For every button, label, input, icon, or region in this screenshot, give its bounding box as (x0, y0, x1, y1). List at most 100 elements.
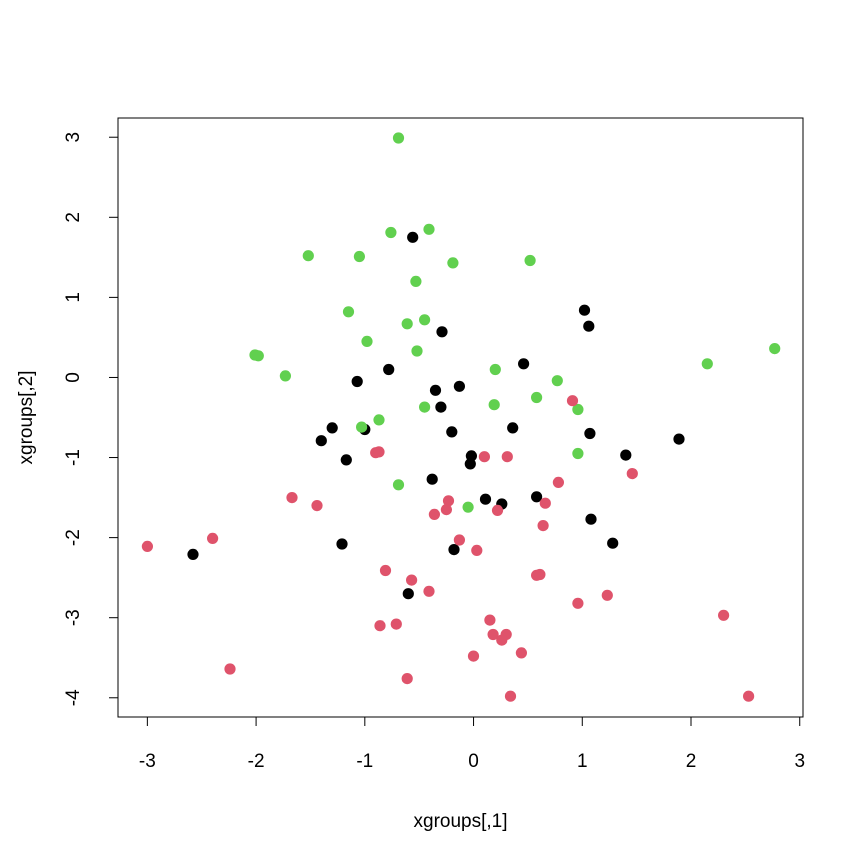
data-point-s2-1 (626, 468, 638, 480)
data-point-s1-11 (361, 335, 373, 347)
data-point-s2-37 (504, 690, 517, 702)
data-point-s2-8 (311, 500, 323, 512)
data-point-s0-25 (585, 513, 597, 525)
y-axis-title: xgroups[,2] (16, 371, 37, 465)
data-point-s1-17 (769, 343, 781, 355)
data-point-s2-9 (442, 495, 455, 507)
data-point-s2-38 (743, 690, 755, 702)
data-point-s2-22 (534, 568, 546, 581)
data-point-s1-27 (392, 479, 405, 491)
data-point-s0-13 (315, 435, 327, 447)
data-point-s1-16 (701, 358, 713, 370)
y-tick-label: -3 (63, 609, 84, 626)
data-point-s0-4 (518, 358, 530, 370)
data-point-s2-20 (406, 574, 418, 586)
y-tick-label: 2 (63, 212, 84, 223)
data-point-s1-0 (392, 132, 405, 144)
data-point-s2-24 (601, 589, 613, 601)
x-tick-label: 2 (686, 751, 697, 772)
data-point-s1-23 (419, 401, 431, 413)
y-tick-label: 1 (63, 292, 84, 303)
data-point-s1-6 (524, 254, 536, 267)
data-point-s0-27 (336, 538, 348, 550)
data-point-s1-28 (462, 501, 474, 513)
data-point-s1-3 (302, 250, 314, 262)
data-point-s2-26 (718, 609, 730, 621)
data-point-s0-9 (435, 401, 447, 413)
data-point-s1-5 (447, 257, 459, 269)
data-point-s1-8 (342, 306, 355, 318)
y-tick-label: 0 (63, 372, 84, 383)
data-point-s2-12 (491, 504, 504, 516)
data-points (141, 132, 781, 702)
data-point-s1-26 (572, 447, 584, 460)
data-point-s0-28 (448, 544, 460, 556)
data-point-s2-29 (390, 618, 402, 630)
data-point-s0-26 (607, 537, 619, 549)
data-point-s2-18 (141, 540, 153, 553)
data-point-s1-19 (551, 375, 563, 387)
data-point-s2-15 (207, 532, 219, 545)
data-point-s1-15 (279, 370, 291, 382)
data-point-s2-3 (373, 446, 385, 458)
data-point-s2-13 (539, 497, 551, 509)
data-point-s0-21 (426, 473, 438, 485)
data-point-s0-19 (464, 458, 476, 470)
data-point-s2-7 (286, 492, 298, 504)
data-point-s2-34 (467, 650, 480, 662)
data-point-s1-4 (353, 250, 365, 263)
data-point-s1-24 (373, 414, 385, 426)
data-point-s0-29 (187, 548, 199, 561)
data-point-s1-12 (411, 345, 423, 357)
data-point-s1-1 (423, 223, 435, 235)
data-point-s2-11 (428, 508, 440, 520)
data-point-s2-5 (501, 451, 513, 463)
data-point-s0-24 (531, 491, 543, 503)
data-point-s1-10 (401, 318, 413, 330)
data-point-s0-6 (351, 375, 363, 388)
y-tick-label: -1 (63, 449, 84, 466)
x-tick-label: 1 (577, 751, 588, 772)
y-tick-label: -2 (63, 529, 84, 546)
data-point-s2-36 (401, 673, 413, 685)
data-point-s2-32 (496, 634, 508, 646)
data-point-s1-21 (488, 399, 500, 411)
data-point-s0-2 (583, 320, 595, 332)
data-point-s1-14 (252, 350, 264, 362)
data-point-s0-10 (507, 422, 519, 434)
data-point-s1-7 (410, 275, 422, 287)
data-point-s2-17 (471, 544, 483, 557)
data-point-s2-0 (566, 395, 579, 407)
data-point-s0-11 (446, 426, 458, 438)
x-axis: -3 -2 -1 0 1 2 3 (139, 716, 805, 772)
x-tick-label: -3 (139, 751, 156, 772)
x-tick-label: -2 (248, 751, 265, 772)
data-point-s1-22 (572, 403, 584, 416)
data-point-s2-30 (487, 628, 499, 641)
x-tick-label: 0 (468, 751, 479, 772)
data-point-s1-2 (385, 226, 397, 239)
data-point-s0-22 (479, 493, 492, 505)
y-tick-label: -4 (63, 689, 84, 706)
data-point-s0-7 (453, 380, 465, 392)
data-point-s2-25 (572, 597, 584, 609)
x-axis-title: xgroups[,1] (414, 811, 508, 832)
data-point-s0-17 (620, 449, 632, 461)
data-point-s2-10 (440, 504, 452, 516)
data-point-s0-0 (407, 231, 419, 243)
data-point-s2-23 (423, 585, 435, 597)
data-point-s0-3 (436, 326, 448, 338)
data-point-s2-27 (484, 614, 496, 626)
x-tick-label: -1 (356, 751, 373, 772)
y-axis: -4 -3 -2 -1 0 1 2 3 (63, 132, 119, 706)
data-point-s2-35 (224, 663, 236, 675)
data-point-s0-8 (429, 384, 442, 396)
data-point-s1-9 (419, 314, 431, 326)
y-tick-label: 3 (63, 132, 84, 143)
data-point-s2-19 (379, 564, 392, 577)
data-point-s0-30 (402, 588, 414, 600)
data-point-s1-25 (356, 421, 368, 433)
data-point-s2-6 (552, 476, 565, 488)
plot-frame (117, 117, 804, 718)
